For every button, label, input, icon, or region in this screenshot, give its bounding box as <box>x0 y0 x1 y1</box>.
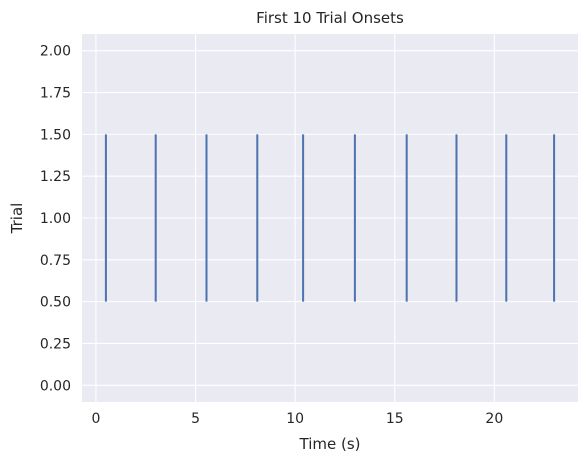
y-tick-label: 1.25 <box>40 169 71 185</box>
y-tick-label: 0.75 <box>40 253 71 269</box>
chart-title: First 10 Trial Onsets <box>256 9 404 27</box>
x-axis-label: Time (s) <box>299 435 361 453</box>
grid <box>82 34 578 402</box>
x-tick-labels: 0 5 10 15 20 <box>91 411 503 427</box>
y-tick-label: 0.00 <box>40 378 71 394</box>
event-lines <box>104 134 556 302</box>
y-tick-label: 0.50 <box>40 295 71 311</box>
y-tick-label: 2.00 <box>40 44 71 60</box>
y-tick-label: 0.25 <box>40 336 71 352</box>
x-tick-label: 20 <box>485 411 503 427</box>
y-tick-label: 1.75 <box>40 86 71 102</box>
y-tick-label: 1.50 <box>40 127 71 143</box>
x-tick-label: 5 <box>191 411 200 427</box>
x-tick-label: 10 <box>286 411 304 427</box>
y-axis-label: Trial <box>8 203 26 235</box>
y-tick-label: 1.00 <box>40 211 71 227</box>
y-tick-labels: 0.00 0.25 0.50 0.75 1.00 1.25 1.50 1.75 2.00 <box>40 44 71 395</box>
x-tick-label: 0 <box>91 411 100 427</box>
x-tick-label: 15 <box>386 411 404 427</box>
